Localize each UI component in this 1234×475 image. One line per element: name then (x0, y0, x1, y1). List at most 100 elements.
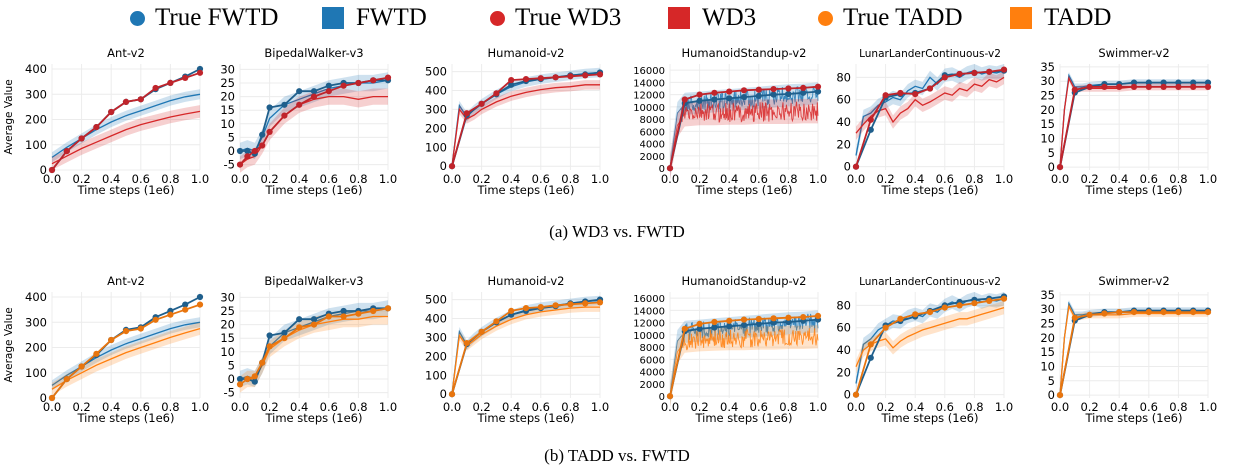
confidence-band (856, 292, 1004, 391)
data-point (355, 79, 362, 87)
data-point (986, 297, 993, 304)
x-tick-label: 0.4 (102, 400, 120, 414)
data-point (882, 324, 889, 331)
y-tick-label: 25 (1040, 89, 1055, 103)
data-point (296, 101, 303, 108)
chart-title: HumanoidStandup-v2 (681, 274, 806, 288)
data-point (867, 341, 874, 348)
data-point (956, 70, 963, 78)
x-axis-label: Time steps (1e6) (694, 183, 792, 197)
data-point (912, 91, 919, 98)
x-tick-label: 0.2 (690, 172, 708, 186)
data-point (78, 135, 85, 142)
data-point (1056, 392, 1064, 399)
data-point (1160, 83, 1167, 90)
chart-title: Swimmer-v2 (1098, 274, 1169, 288)
y-tick-label: 15 (1040, 117, 1055, 131)
y-tick-label: 20 (220, 318, 235, 332)
data-point (1204, 79, 1212, 86)
data-point (696, 325, 703, 332)
data-point (78, 363, 85, 370)
data-point (266, 104, 273, 111)
data-point (867, 116, 874, 123)
chart-panel-1-0: Ant-v2 0 100 200 300 400 0.0 0.2 0.4 0.6 0.8 1.0 Tim… (3, 274, 209, 425)
legend-label: True TADD (843, 4, 963, 31)
x-tick-label: 0.8 (161, 172, 179, 186)
x-axis-label: Time steps (1e6) (880, 183, 978, 197)
x-tick-label: 0.8 (1169, 400, 1187, 414)
x-tick-label: 0.4 (720, 172, 738, 186)
data-point (182, 301, 189, 308)
data-point (325, 88, 332, 95)
data-point (1130, 79, 1138, 86)
y-tick-label: 25 (1040, 317, 1055, 331)
data-point (355, 310, 362, 317)
y-tick-label: 30 (220, 62, 235, 76)
data-point (167, 311, 174, 318)
y-tick-label: 300 (425, 102, 447, 116)
confidence-band (452, 302, 600, 399)
data-point (522, 76, 530, 83)
data-point (852, 391, 860, 398)
y-tick-label: 40 (836, 343, 851, 357)
confidence-band (52, 317, 200, 391)
x-tick-label: 0.8 (161, 400, 179, 414)
data-point (785, 314, 792, 321)
data-point (986, 68, 993, 75)
data-point (1204, 309, 1212, 316)
y-tick-label: 5 (1048, 146, 1055, 160)
data-point (1116, 309, 1123, 316)
data-point (755, 86, 762, 93)
x-tick-label: 0.4 (102, 172, 120, 186)
y-tick-label: 30 (220, 290, 235, 304)
data-point (370, 307, 377, 315)
series-line (451, 306, 600, 395)
x-tick-label: 0.4 (1110, 172, 1128, 186)
data-point (1086, 311, 1093, 318)
x-tick-label: 0.8 (779, 400, 797, 414)
data-point (897, 315, 904, 322)
y-tick-label: 10 (220, 345, 235, 359)
data-point (266, 332, 273, 339)
data-point (251, 378, 258, 385)
data-point (726, 323, 733, 330)
data-point (971, 300, 978, 307)
data-point (926, 85, 934, 92)
x-tick-label: 0.2 (72, 400, 90, 414)
series-line (669, 328, 819, 397)
y-tick-label: 12000 (633, 91, 665, 102)
data-point (281, 112, 288, 119)
series-tadd (451, 302, 600, 399)
data-point (251, 147, 258, 155)
data-point (310, 316, 318, 323)
data-point (244, 147, 251, 155)
y-tick-label: 12000 (633, 319, 665, 330)
data-point (1204, 83, 1212, 90)
x-tick-label: 1.0 (809, 400, 827, 414)
y-tick-label: 100 (25, 366, 47, 380)
x-tick-label: 0.4 (290, 400, 308, 414)
data-point (122, 328, 130, 335)
y-tick-label: 0 (440, 159, 447, 173)
x-tick-label: 0.6 (936, 172, 954, 186)
data-point (296, 316, 303, 323)
series-line (669, 101, 819, 169)
x-tick-label: 0.2 (72, 172, 90, 186)
y-tick-label: 0 (40, 391, 47, 405)
x-axis-label: Time steps (1e6) (476, 183, 574, 197)
data-point (478, 328, 485, 335)
y-tick-label: 15 (220, 103, 235, 117)
data-point (1071, 86, 1078, 93)
data-point (48, 394, 56, 402)
x-tick-label: 0.2 (1080, 172, 1098, 186)
y-tick-label: 15 (1040, 345, 1055, 359)
data-point (1000, 66, 1008, 73)
legend-marker-dot-icon (818, 10, 833, 26)
series-true-wd3 (1056, 83, 1212, 171)
x-tick-label: 0.8 (349, 400, 367, 414)
data-point (740, 94, 748, 101)
data-point (696, 97, 703, 104)
